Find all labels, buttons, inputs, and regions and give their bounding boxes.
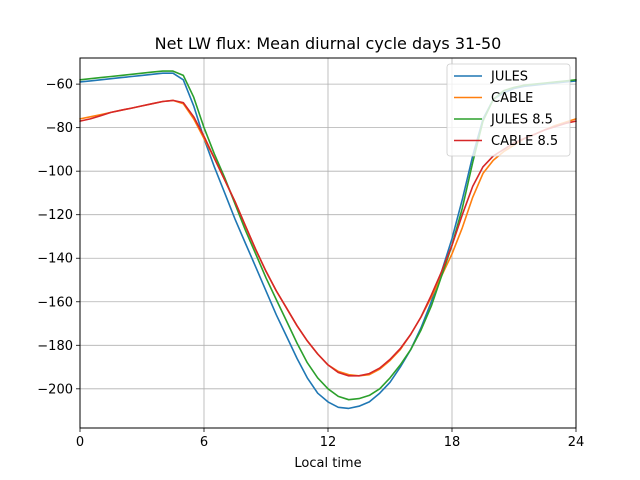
x-tick-label: 12 bbox=[320, 435, 337, 450]
x-tick-label: 0 bbox=[76, 435, 84, 450]
legend: JULES CABLE JULES 8.5 CABLE 8.5 bbox=[446, 63, 571, 157]
legend-label: JULES bbox=[490, 70, 528, 85]
y-tick-label: −140 bbox=[37, 252, 73, 267]
x-tick-label: 24 bbox=[568, 435, 585, 450]
y-tick-label: −120 bbox=[37, 208, 73, 223]
y-tick-label: −180 bbox=[37, 339, 73, 354]
chart-title: Net LW flux: Mean diurnal cycle days 31-… bbox=[155, 34, 502, 53]
y-tick-label: −100 bbox=[37, 165, 73, 180]
axis-ticks: 0 6 12 18 24 −200 −180 −160 −140 −120 −100 −80 −60 bbox=[37, 78, 584, 450]
x-tick-label: 6 bbox=[200, 435, 208, 450]
legend-label: CABLE 8.5 bbox=[491, 134, 558, 149]
grid bbox=[79, 58, 577, 428]
y-tick-label: −160 bbox=[37, 295, 73, 310]
x-axis-label: Local time bbox=[294, 456, 361, 471]
y-tick-label: −80 bbox=[46, 121, 73, 136]
y-tick-label: −60 bbox=[46, 78, 73, 93]
x-tick-label: 18 bbox=[444, 435, 461, 450]
legend-label: JULES 8.5 bbox=[490, 113, 553, 128]
y-tick-label: −200 bbox=[37, 382, 73, 397]
legend-label: CABLE bbox=[491, 91, 533, 106]
legend-box bbox=[446, 63, 571, 157]
